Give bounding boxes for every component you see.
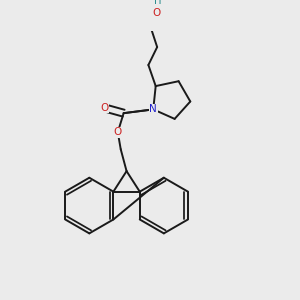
Text: H: H [154,0,162,6]
Text: O: O [114,127,122,137]
Text: O: O [152,8,161,18]
Text: O: O [100,103,109,113]
Text: N: N [149,104,157,114]
